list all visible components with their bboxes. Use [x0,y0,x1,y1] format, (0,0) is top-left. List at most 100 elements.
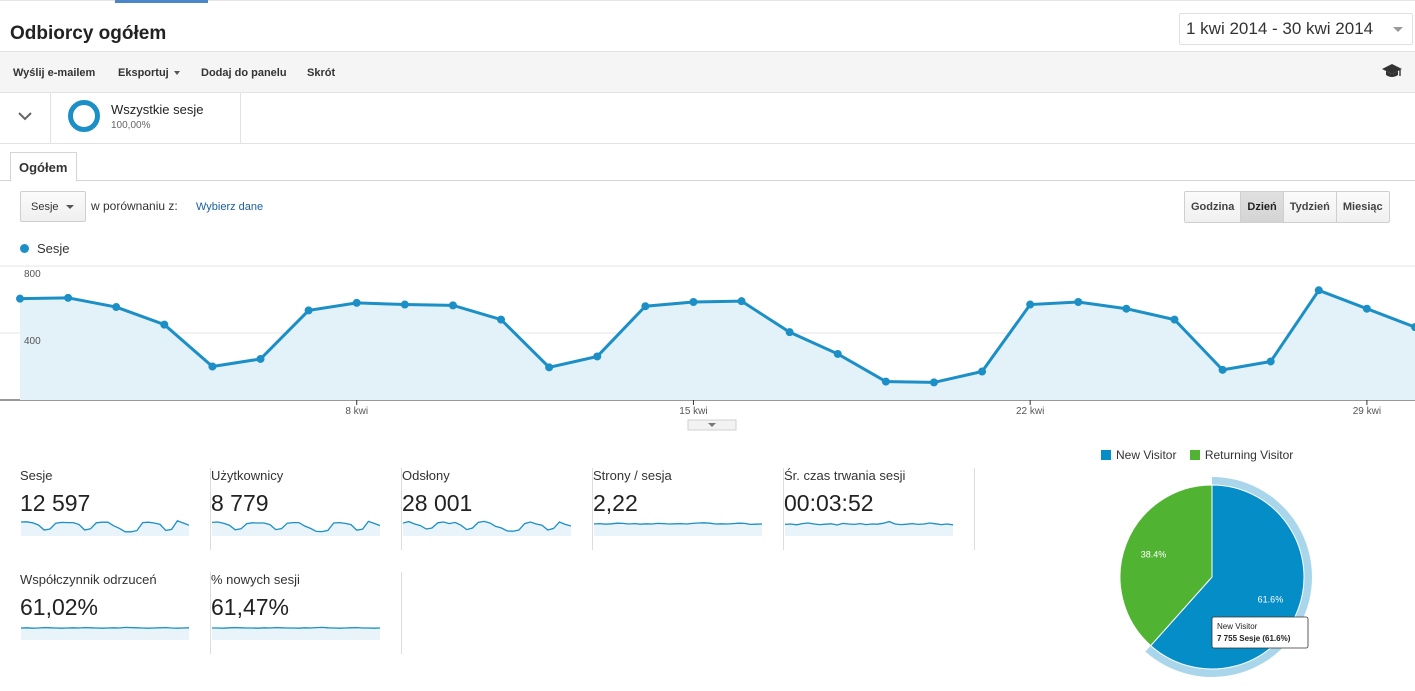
data-point[interactable] [785,328,794,337]
tab-overview[interactable]: Ogółem [10,152,77,182]
scorecard[interactable]: Śr. czas trwania sesji 00:03:52 [784,468,975,550]
period-day-button[interactable]: Dzień [1241,192,1284,222]
data-point[interactable] [1314,286,1323,295]
segment-all-sessions[interactable]: Wszystkie sesje 100,00% [51,93,241,143]
pie-slice-label: 38.4% [1141,550,1167,560]
data-point[interactable] [1074,298,1083,307]
tooltip-value: 7 755 Sesje (61.6%) [1217,634,1291,643]
sessions-line-chart: 800 400 8 kwi 15 kwi 22 kwi 29 kwi [0,265,1415,431]
chevron-down-icon [1393,27,1403,32]
series-line [19,288,1415,384]
x-tick-label: 29 kwi [1353,406,1381,417]
data-point[interactable] [978,367,987,376]
legend-returning-visitor[interactable]: Returning Visitor [1204,448,1294,462]
compare-label: w porównaniu z: [91,199,178,213]
data-point[interactable] [833,349,842,358]
data-point[interactable] [497,315,506,324]
top-border [0,0,1415,1]
sparkline [212,520,380,536]
graduation-cap-icon[interactable] [1382,63,1402,79]
data-point[interactable] [689,298,698,307]
sparkline-area [785,521,953,536]
tab-bar: Ogółem [0,144,1415,182]
period-month-button[interactable]: Miesiąc [1336,192,1389,222]
data-point[interactable] [352,298,361,307]
data-point[interactable] [881,377,890,386]
scorecard-label: Współczynnik odrzuceń [20,572,157,587]
data-point[interactable] [545,363,554,372]
scorecard[interactable]: Współczynnik odrzuceń 61,02% [20,572,211,654]
data-point[interactable] [1411,323,1415,332]
sparkline [21,626,189,640]
chart-resize-handle[interactable] [687,419,737,431]
legend-new-visitor[interactable]: New Visitor [1116,448,1177,462]
data-point[interactable] [1122,304,1131,313]
scorecard-value: 61,02% [20,594,99,620]
sparkline [594,522,762,536]
data-point[interactable] [1026,300,1035,309]
scorecard[interactable]: Odsłony 28 001 [402,468,593,550]
data-point[interactable] [400,300,409,309]
sparkline-line [212,626,380,629]
period-hour-button[interactable]: Godzina [1185,192,1242,222]
data-point[interactable] [160,320,169,329]
segment-toggle[interactable] [0,93,51,143]
add-to-dashboard-button[interactable]: Dodaj do panelu [201,67,287,79]
data-point[interactable] [112,303,121,312]
chart-legend: Sesje [20,241,70,256]
report-header: Odbiorcy ogółem 1 kwi 2014 - 30 kwi 2014 [0,0,1415,52]
pie-slice-returning-visitor[interactable] [1119,484,1213,647]
scorecard-label: Odsłony [402,468,450,483]
sparkline-line [594,522,762,526]
date-range-picker[interactable]: 1 kwi 2014 - 30 kwi 2014 [1179,13,1413,45]
data-point[interactable] [16,294,24,303]
series-dot-icon [20,244,29,253]
legend-swatch-returning [1189,450,1200,460]
data-point[interactable] [448,301,457,310]
data-point[interactable] [929,378,938,387]
email-button[interactable]: Wyślij e-mailem [13,67,96,79]
pie-legend: New Visitor Returning Visitor [1101,448,1293,462]
metric-select-label: Sesje [31,201,59,213]
active-nav-indicator [115,0,208,3]
period-week-button[interactable]: Tydzień [1283,192,1337,222]
data-point[interactable] [1218,365,1227,374]
scorecard-value: 00:03:52 [784,490,874,516]
scorecard-value: 8 779 [211,490,269,516]
shortcut-button[interactable]: Skrót [307,67,336,79]
data-point[interactable] [304,306,313,315]
sparkline [21,520,189,536]
scorecard[interactable]: Użytkownicy 8 779 [211,468,402,550]
choose-data-link[interactable]: Wybierz dane [196,201,264,213]
sparkline-area [212,627,380,640]
axis-labels: 800 400 8 kwi 15 kwi 22 kwi 29 kwi [24,269,1381,417]
data-point[interactable] [1170,315,1179,324]
data-point[interactable] [1362,304,1371,313]
metric-select[interactable]: Sesje [20,191,86,222]
chevron-down-icon [708,423,716,427]
data-point[interactable] [641,302,650,311]
data-point[interactable] [64,293,73,302]
scorecard-label: Użytkownicy [211,468,284,483]
scorecard[interactable]: % nowych sesji 61,47% [211,572,402,654]
data-point[interactable] [1266,357,1275,366]
sparkline [212,626,380,640]
series-area [20,290,1415,400]
segment-percent: 100,00% [111,120,151,131]
visitor-pie-chart: 61.6% 38.4% New Visitor 7 755 Sesje (61.6%) [1119,477,1312,677]
scorecard-value: 12 597 [20,490,91,516]
data-point[interactable] [256,354,265,363]
data-point[interactable] [593,352,602,361]
scorecard[interactable]: Strony / sesja 2,22 [593,468,784,550]
segment-name: Wszystkie sesje [111,102,204,117]
data-point[interactable] [208,362,217,371]
x-tick-label: 15 kwi [679,406,707,417]
date-range-label: 1 kwi 2014 - 30 kwi 2014 [1186,19,1374,38]
scorecard-label: Sesje [20,468,53,483]
scorecard[interactable]: Sesje 12 597 [20,468,211,550]
sparkline-area [594,522,762,536]
chevron-down-icon [18,112,32,121]
data-point[interactable] [737,297,746,306]
tooltip-title: New Visitor [1217,622,1258,631]
export-menu[interactable]: Eksportuj [118,67,180,79]
